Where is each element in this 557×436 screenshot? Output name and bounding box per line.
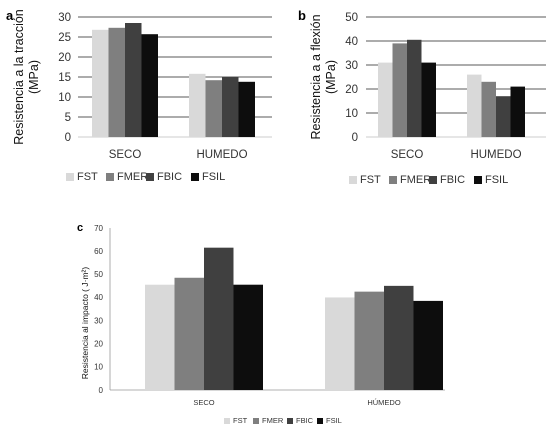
bar-fst-humedo xyxy=(189,73,206,137)
legend-swatch xyxy=(106,173,114,181)
y-tick-label: 10 xyxy=(58,92,71,104)
panel-a-tensile-chart: a 0 5 10 15 20 25 30 Resistencia a la tracción (M… xyxy=(6,8,272,183)
bar-fbic-seco xyxy=(125,23,142,137)
legend-label: FST xyxy=(233,416,248,425)
bar-fsil-seco xyxy=(233,284,263,390)
bar-fbic-humedo xyxy=(496,96,511,137)
legend-swatch xyxy=(224,418,230,424)
panel-letter: c xyxy=(77,222,83,234)
y-tick-label: 25 xyxy=(58,32,71,44)
bar-fmer-seco xyxy=(392,43,407,137)
bar-fbic-seco xyxy=(204,247,234,390)
legend-label: FSIL xyxy=(326,416,342,425)
y-tick-label: 0 xyxy=(65,132,71,144)
y-tick-label: 50 xyxy=(94,270,103,279)
legend-swatch xyxy=(349,176,357,184)
y-tick-label: 20 xyxy=(345,84,358,96)
y-tick-label: 40 xyxy=(345,36,358,48)
bar-fst-seco xyxy=(145,284,175,390)
bar-fst-seco xyxy=(92,29,109,137)
legend-label: FMER xyxy=(400,174,431,186)
bar-fbic-humedo xyxy=(222,77,239,137)
y-tick-label: 30 xyxy=(58,12,71,24)
bar-fsil-humedo xyxy=(510,86,525,137)
legend-swatch xyxy=(474,176,482,184)
category-label: HUMEDO xyxy=(196,149,247,161)
y-tick-label: 20 xyxy=(58,52,71,64)
legend-swatch xyxy=(429,176,437,184)
y-tick-label: 70 xyxy=(94,224,103,233)
legend-label: FMER xyxy=(117,171,148,183)
legend-swatch xyxy=(146,173,154,181)
y-tick-label: 50 xyxy=(345,12,358,24)
bar-fbic-seco xyxy=(407,39,422,137)
category-label: HUMEDO xyxy=(470,149,521,161)
y-axis-label: (MPa) xyxy=(324,60,338,94)
bar-fmer-humedo xyxy=(354,291,384,390)
y-tick-label: 40 xyxy=(94,293,103,302)
bar-fmer-humedo xyxy=(205,80,222,137)
y-tick-label: 30 xyxy=(345,60,358,72)
legend-swatch xyxy=(389,176,397,184)
y-axis-label: (MPa) xyxy=(27,60,41,94)
y-tick-label: 10 xyxy=(345,108,358,120)
bar-fst-humedo xyxy=(325,297,355,390)
y-tick-label: 30 xyxy=(94,316,103,325)
panel-c-impact-chart: c 0 10 20 30 40 50 60 70 Resistencia al impacto (… xyxy=(77,222,445,425)
legend-label: FBIC xyxy=(440,174,465,186)
legend-swatch xyxy=(317,418,323,424)
y-axis-label: Resistencia al impacto ( J·m²) xyxy=(80,267,90,380)
bar-fmer-humedo xyxy=(481,81,496,137)
bar-fst-humedo xyxy=(467,74,482,137)
category-label: SECO xyxy=(391,149,424,161)
bar-fmer-seco xyxy=(108,27,125,137)
y-tick-label: 0 xyxy=(352,132,358,144)
bar-fsil-seco xyxy=(421,62,436,137)
legend-label: FST xyxy=(77,171,98,183)
legend-swatch xyxy=(253,418,259,424)
y-axis-label: Resistencia a la tracción xyxy=(12,9,26,145)
legend-label: FSIL xyxy=(202,171,225,183)
legend-swatch xyxy=(191,173,199,181)
category-label: SECO xyxy=(109,149,142,161)
bar-fsil-humedo xyxy=(238,81,255,137)
legend-label: FMER xyxy=(262,416,284,425)
legend-label: FST xyxy=(360,174,381,186)
bar-fbic-humedo xyxy=(384,285,414,390)
bar-fmer-seco xyxy=(174,277,204,390)
legend-label: FSIL xyxy=(485,174,508,186)
bar-fsil-humedo xyxy=(413,300,443,390)
legend-label: FBIC xyxy=(296,416,314,425)
legend-swatch xyxy=(287,418,293,424)
panel-letter: b xyxy=(298,8,306,23)
category-label: SECO xyxy=(193,398,214,407)
bar-fst-seco xyxy=(378,62,393,137)
y-tick-label: 15 xyxy=(58,72,71,84)
y-tick-label: 60 xyxy=(94,247,103,256)
legend-label: FBIC xyxy=(157,171,182,183)
bar-fsil-seco xyxy=(141,34,158,138)
y-tick-label: 0 xyxy=(99,386,104,395)
y-axis-label: Resistencia a a flexión xyxy=(309,14,323,139)
category-label: HÚMEDO xyxy=(367,398,400,407)
y-tick-label: 5 xyxy=(65,112,71,124)
panel-letter: a xyxy=(6,8,14,23)
y-tick-label: 20 xyxy=(94,340,103,349)
panel-b-flexural-chart: b 0 10 20 30 40 50 Resistencia a a flexión (MPa)… xyxy=(298,8,546,186)
y-tick-label: 10 xyxy=(94,363,103,372)
legend-swatch xyxy=(66,173,74,181)
